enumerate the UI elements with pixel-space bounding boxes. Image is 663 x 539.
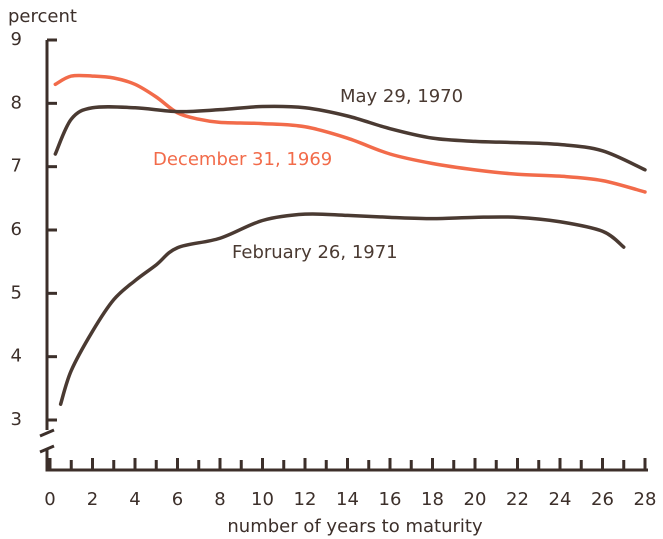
y-tick-label: 9: [11, 29, 22, 50]
x-axis-label: number of years to maturity: [227, 516, 483, 537]
y-tick-label: 7: [11, 156, 22, 177]
x-tick-label: 2: [87, 489, 98, 510]
y-axis-label: percent: [8, 6, 77, 27]
y-tick-label: 6: [11, 219, 22, 240]
x-tick-label: 12: [294, 489, 317, 510]
line-series: [58, 212, 626, 406]
x-tick-label: 24: [549, 489, 572, 510]
x-tick-label: 10: [251, 489, 274, 510]
series-label: May 29, 1970: [340, 86, 463, 107]
y-tick-label: 3: [11, 409, 22, 430]
x-tick-label: 6: [172, 489, 183, 510]
y-tick-label: 5: [11, 282, 22, 303]
x-tick-label: 0: [44, 489, 55, 510]
x-tick-label: 20: [464, 489, 487, 510]
series-label: February 26, 1971: [232, 242, 398, 263]
x-tick-label: 18: [421, 489, 444, 510]
x-tick-label: 4: [129, 489, 140, 510]
y-tick-label: 4: [11, 346, 22, 367]
axes: [39, 40, 648, 472]
y-tick-label: 8: [11, 92, 22, 113]
x-tick-label: 14: [336, 489, 359, 510]
x-tick-label: 28: [634, 489, 657, 510]
x-tick-label: 8: [214, 489, 225, 510]
series-label: December 31, 1969: [153, 149, 332, 170]
line-series: [53, 104, 647, 172]
x-tick-label: 22: [506, 489, 529, 510]
x-tick-label: 16: [379, 489, 402, 510]
line-series: [53, 73, 647, 194]
x-tick-label: 26: [591, 489, 614, 510]
